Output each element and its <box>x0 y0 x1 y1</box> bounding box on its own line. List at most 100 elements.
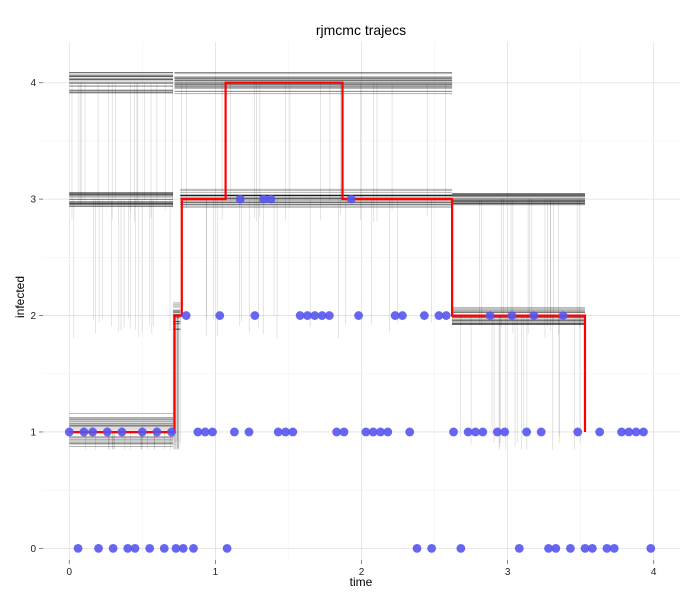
observation-point <box>609 543 619 553</box>
observation-point <box>235 194 245 204</box>
y-tick-label: 3 <box>30 195 36 206</box>
observation-point <box>646 543 656 553</box>
observation-point <box>108 543 118 553</box>
observation-point <box>250 311 260 320</box>
observation-point <box>456 543 466 553</box>
observation-point <box>514 543 524 553</box>
y-tick-label: 1 <box>30 427 36 438</box>
observation-point <box>171 543 181 553</box>
observation-point <box>130 543 140 553</box>
observation-point <box>193 427 203 437</box>
observation-point <box>266 194 276 204</box>
observation-point <box>507 311 517 320</box>
observation-point <box>573 427 583 437</box>
chart-title: rjmcmc trajecs <box>316 22 406 38</box>
observation-point <box>631 427 641 437</box>
observation-point <box>544 543 553 553</box>
observation-point <box>152 427 162 437</box>
observation-point <box>117 427 127 437</box>
observation-point <box>639 427 648 437</box>
observation-point <box>73 543 83 553</box>
observation-point <box>208 427 217 437</box>
observation-point <box>449 427 458 437</box>
observation-point <box>624 427 634 437</box>
observation-point <box>522 427 531 437</box>
x-tick-label: 2 <box>359 567 365 578</box>
observation-point <box>189 543 198 553</box>
observation-point <box>303 311 312 320</box>
observation-point <box>102 427 112 437</box>
y-axis-ticks: 0 1 2 3 4 <box>30 78 43 555</box>
x-tick-label: 4 <box>651 567 657 578</box>
observation-point <box>178 543 188 553</box>
observation-point <box>492 427 502 437</box>
observation-point <box>346 194 356 204</box>
x-tick-label: 0 <box>67 567 73 578</box>
observation-point <box>551 543 561 553</box>
observation-point <box>137 427 147 437</box>
x-tick-label: 1 <box>213 567 219 578</box>
observation-point <box>310 311 320 320</box>
x-tick-label: 3 <box>505 567 511 578</box>
observation-point <box>617 427 626 437</box>
observation-point <box>602 543 612 553</box>
x-axis-ticks: 0 1 2 3 4 <box>67 560 657 578</box>
observation-point <box>398 311 407 320</box>
observation-point <box>88 427 98 437</box>
observation-point <box>167 427 176 437</box>
observation-point <box>94 543 103 553</box>
observation-point <box>123 543 133 553</box>
observation-point <box>273 427 283 437</box>
observation-point <box>244 427 254 437</box>
observation-point <box>324 311 334 320</box>
observation-point <box>383 427 393 437</box>
observation-point <box>229 427 239 437</box>
observation-point <box>558 311 568 320</box>
observation-point <box>441 311 451 320</box>
observation-point <box>295 311 305 320</box>
observation-point <box>354 311 363 320</box>
observation-point <box>361 427 371 437</box>
observation-point <box>159 543 169 553</box>
observation-point <box>368 427 378 437</box>
observation-point <box>536 427 546 437</box>
observation-point <box>587 543 597 553</box>
observation-point <box>595 427 605 437</box>
observation-point <box>390 311 400 320</box>
observation-point <box>419 311 429 320</box>
observation-point <box>200 427 210 437</box>
y-tick-label: 2 <box>30 311 36 322</box>
observation-point <box>412 543 422 553</box>
observation-point <box>339 427 349 437</box>
observation-point <box>215 311 225 320</box>
observation-point <box>222 543 232 553</box>
observation-point <box>463 427 473 437</box>
observation-point <box>145 543 155 553</box>
observation-point <box>485 311 495 320</box>
map-trajectory-line <box>69 81 587 434</box>
observation-point <box>580 543 590 553</box>
observation-point <box>332 427 342 437</box>
y-tick-label: 4 <box>30 78 36 89</box>
y-tick-label: 0 <box>30 544 36 555</box>
observation-point <box>471 427 480 437</box>
y-axis-label: infected <box>13 276 27 318</box>
observation-point <box>405 427 415 437</box>
observation-point <box>434 311 444 320</box>
observation-point <box>566 543 575 553</box>
observation-point <box>317 311 327 320</box>
observation-point <box>259 194 269 204</box>
map-trajectory <box>69 81 587 434</box>
observation-point <box>181 311 191 320</box>
x-axis-label: time <box>350 575 373 589</box>
observation-point <box>500 427 510 437</box>
observation-point <box>79 427 89 437</box>
observation-points <box>64 194 656 553</box>
observation-point <box>288 427 298 437</box>
observation-point <box>478 427 488 437</box>
observation-point <box>64 427 74 437</box>
observation-point <box>529 311 539 320</box>
observation-point <box>376 427 385 437</box>
